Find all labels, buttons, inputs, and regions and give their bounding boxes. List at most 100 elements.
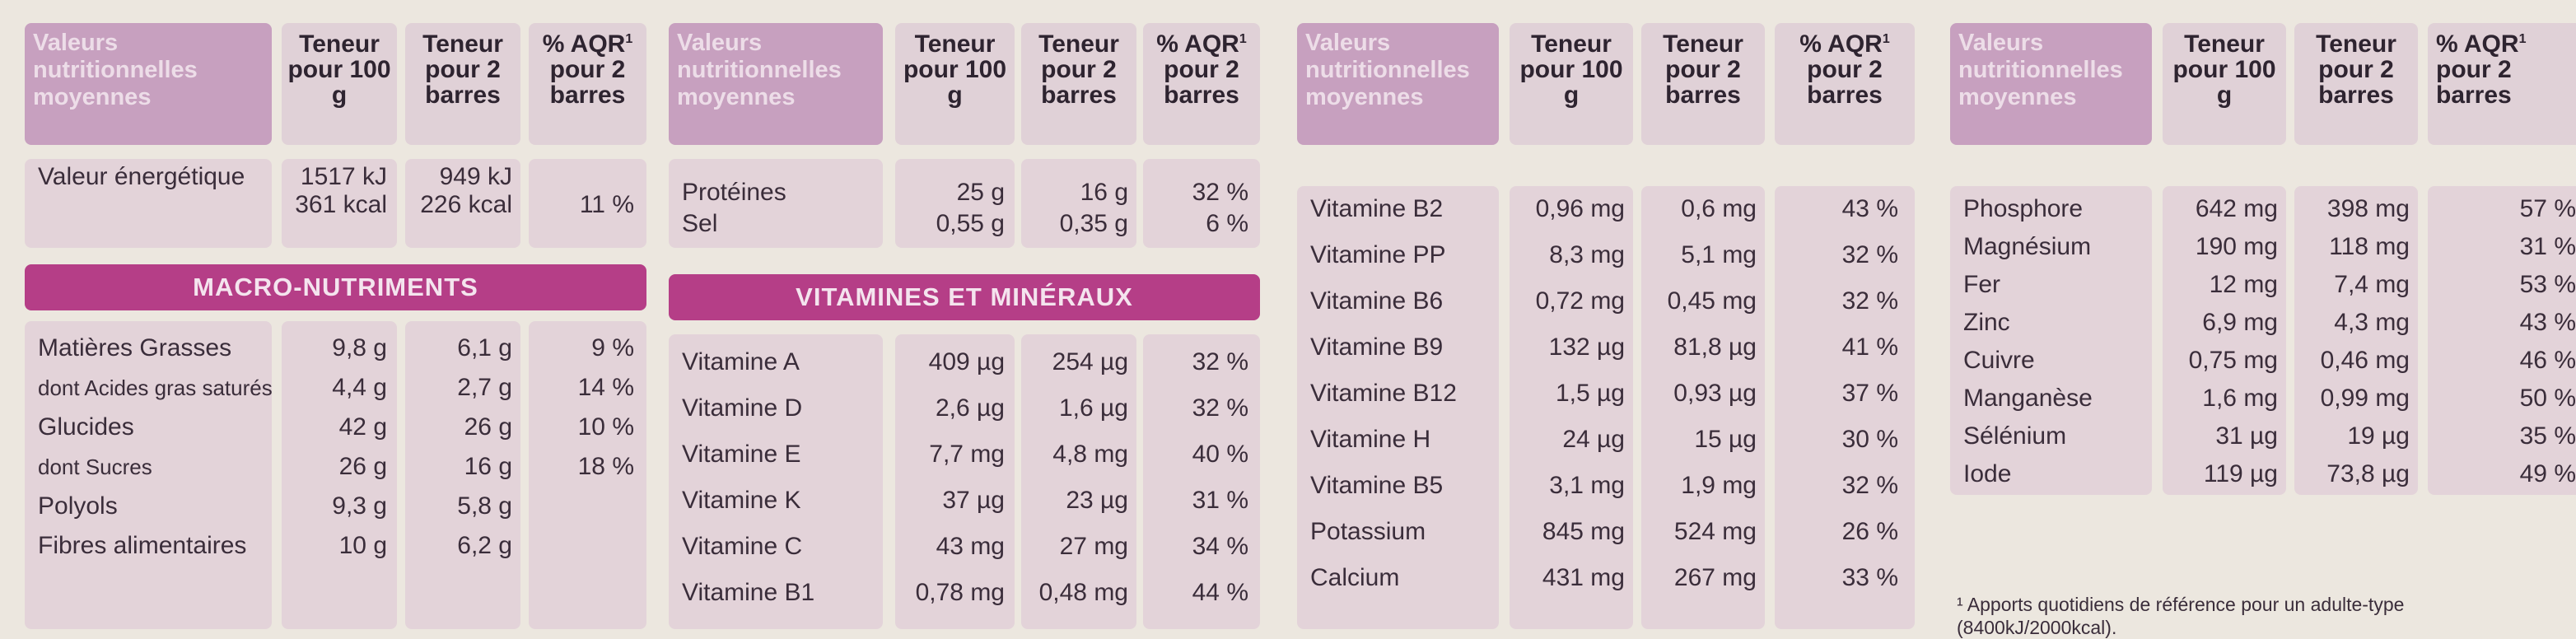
table-row: Polyols 9,3 g 5,8 g	[25, 490, 646, 523]
value-per-2-bars: 2,7 g	[457, 374, 512, 401]
nutrition-panel-4: Valeurs nutritionnelles moyennes Teneur …	[1950, 23, 2576, 638]
col-per-2-bars: Teneur pour 2 barres	[1038, 30, 1119, 109]
value-aqr: 31 %	[1192, 487, 1248, 514]
table-row: Sélénium 31 µg 19 µg 35 %	[1950, 420, 2576, 453]
table-row: Vitamine B2 0,96 mg 0,6 mg 43 %	[1297, 193, 1923, 226]
nutrient-name: Zinc	[1963, 309, 2010, 336]
value-per-2-bars: 7,4 mg	[2334, 271, 2410, 298]
table-row: dont Acides gras saturés 4,4 g 2,7 g 14 %	[25, 371, 646, 404]
value-aqr: 57 %	[2519, 195, 2576, 222]
value-aqr: 50 %	[2519, 385, 2576, 412]
table-row: Vitamine H 24 µg 15 µg 30 %	[1297, 423, 1923, 456]
nutrient-name: Matières Grasses	[38, 334, 232, 361]
value-per-100g: 10 g	[338, 532, 387, 559]
table-row: Sel 0,55 g 0,35 g 6 %	[669, 208, 1260, 240]
table-row: Calcium 431 mg 267 mg 33 %	[1297, 562, 1923, 595]
value-per-100g: 0,55 g	[936, 210, 1005, 237]
energy-label: Valeur énergétique	[38, 163, 245, 190]
col-per-2-bars: Teneur pour 2 barres	[422, 30, 503, 109]
section-title-macro: MACRO-NUTRIMENTS	[25, 264, 646, 310]
value-per-2-bars: 15 µg	[1694, 426, 1757, 453]
table-row: Vitamine B9 132 µg 81,8 µg 41 %	[1297, 331, 1923, 364]
col-aqr: % AQR1 pour 2 barres	[542, 30, 633, 109]
nutrient-name: Vitamine C	[682, 533, 803, 560]
table-row: Manganèse 1,6 mg 0,99 mg 50 %	[1950, 382, 2576, 415]
nutrient-name: Vitamine B12	[1310, 380, 1457, 407]
col-aqr: % AQR1 pour 2 barres	[1156, 30, 1247, 109]
value-per-2-bars: 0,99 mg	[2320, 385, 2410, 412]
value-per-100g: 9,3 g	[332, 492, 387, 520]
value-aqr: 10 %	[577, 413, 634, 441]
value-per-2-bars: 26 g	[464, 413, 512, 441]
col-per-100g: Teneur pour 100 g	[2172, 30, 2276, 109]
header-label: Valeurs nutritionnelles moyennes	[669, 23, 883, 145]
nutrient-name: Iode	[1963, 460, 2012, 487]
table-row: Zinc 6,9 mg 4,3 mg 43 %	[1950, 306, 2576, 339]
value-aqr: 35 %	[2519, 422, 2576, 450]
value-per-100g: 119 µg	[2203, 460, 2278, 487]
nutrient-name: Vitamine PP	[1310, 241, 1446, 268]
table-row: Phosphore 642 mg 398 mg 57 %	[1950, 193, 2576, 226]
value-per-100g: 9,8 g	[332, 334, 387, 361]
nutrient-name: Vitamine B1	[682, 579, 815, 606]
value-per-100g: 2,6 µg	[935, 394, 1005, 422]
table-header: Valeurs nutritionnelles moyennes Teneur …	[25, 23, 646, 145]
value-per-2-bars: 16 g	[1080, 179, 1128, 206]
nutrition-panel-1: Valeurs nutritionnelles moyennes Teneur …	[25, 23, 646, 633]
table-row: Vitamine E 7,7 mg 4,8 mg 40 %	[669, 438, 1260, 471]
table-row: Glucides 42 g 26 g 10 %	[25, 411, 646, 444]
section-title-vitamins: VITAMINES ET MINÉRAUX	[669, 274, 1260, 320]
value-per-100g: 0,96 mg	[1535, 195, 1625, 222]
value-per-2-bars: 5,1 mg	[1681, 241, 1757, 268]
value-per-100g: 1,5 µg	[1555, 380, 1625, 407]
nutrient-name: Calcium	[1310, 564, 1400, 591]
table-row: Fibres alimentaires 10 g 6,2 g	[25, 529, 646, 562]
value-per-2-bars: 6,1 g	[457, 334, 512, 361]
table-row: Vitamine K 37 µg 23 µg 31 %	[669, 484, 1260, 517]
energy-aqr: 11 %	[579, 191, 634, 218]
nutrient-name: Fer	[1963, 271, 2000, 298]
table-header: Valeurs nutritionnelles moyennes Teneur …	[669, 23, 1260, 145]
value-aqr: 40 %	[1192, 441, 1248, 468]
col-per-100g: Teneur pour 100 g	[1519, 30, 1623, 109]
nutrient-name: Vitamine K	[682, 487, 801, 514]
nutrient-name: Vitamine B9	[1310, 333, 1444, 361]
value-per-100g: 4,4 g	[332, 374, 387, 401]
table-row: Cuivre 0,75 mg 0,46 mg 46 %	[1950, 344, 2576, 377]
value-per-2-bars: 0,35 g	[1059, 210, 1128, 237]
value-per-100g: 31 µg	[2215, 422, 2278, 450]
value-per-100g: 8,3 mg	[1549, 241, 1625, 268]
value-aqr: 26 %	[1841, 518, 1898, 545]
value-per-2-bars: 1,6 µg	[1058, 394, 1128, 422]
value-aqr: 18 %	[577, 453, 634, 480]
nutrient-name: Vitamine A	[682, 348, 800, 375]
value-per-2-bars: 0,6 mg	[1681, 195, 1757, 222]
nutrient-name: Manganèse	[1963, 385, 2093, 412]
value-aqr: 46 %	[2519, 347, 2576, 374]
value-aqr: 14 %	[577, 374, 634, 401]
value-per-100g: 3,1 mg	[1549, 472, 1625, 499]
value-per-100g: 431 mg	[1542, 564, 1625, 591]
header-label: Valeurs nutritionnelles moyennes	[1297, 23, 1499, 145]
value-per-2-bars: 118 mg	[2329, 233, 2410, 260]
header-label: Valeurs nutritionnelles moyennes	[25, 23, 272, 145]
value-per-100g: 409 µg	[928, 348, 1005, 375]
nutrient-name: Polyols	[38, 492, 118, 520]
value-aqr: 34 %	[1192, 533, 1248, 560]
nutrient-name: Magnésium	[1963, 233, 2092, 260]
value-per-100g: 845 mg	[1542, 518, 1625, 545]
value-per-2-bars: 4,3 mg	[2334, 309, 2410, 336]
value-per-2-bars: 1,9 mg	[1681, 472, 1757, 499]
nutrition-panel-3: Valeurs nutritionnelles moyennes Teneur …	[1297, 23, 1923, 633]
value-per-2-bars: 0,46 mg	[2320, 347, 2410, 374]
nutrient-name: Sel	[682, 210, 718, 237]
value-per-2-bars: 524 mg	[1673, 518, 1757, 545]
value-per-2-bars: 23 µg	[1066, 487, 1128, 514]
value-aqr: 32 %	[1841, 287, 1898, 315]
value-aqr: 32 %	[1192, 348, 1248, 375]
value-aqr: 41 %	[1841, 333, 1898, 361]
col-aqr: % AQR1 pour 2 barres	[2436, 30, 2527, 109]
value-per-2-bars: 5,8 g	[457, 492, 512, 520]
value-per-2-bars: 254 µg	[1052, 348, 1128, 375]
value-aqr: 43 %	[1841, 195, 1898, 222]
